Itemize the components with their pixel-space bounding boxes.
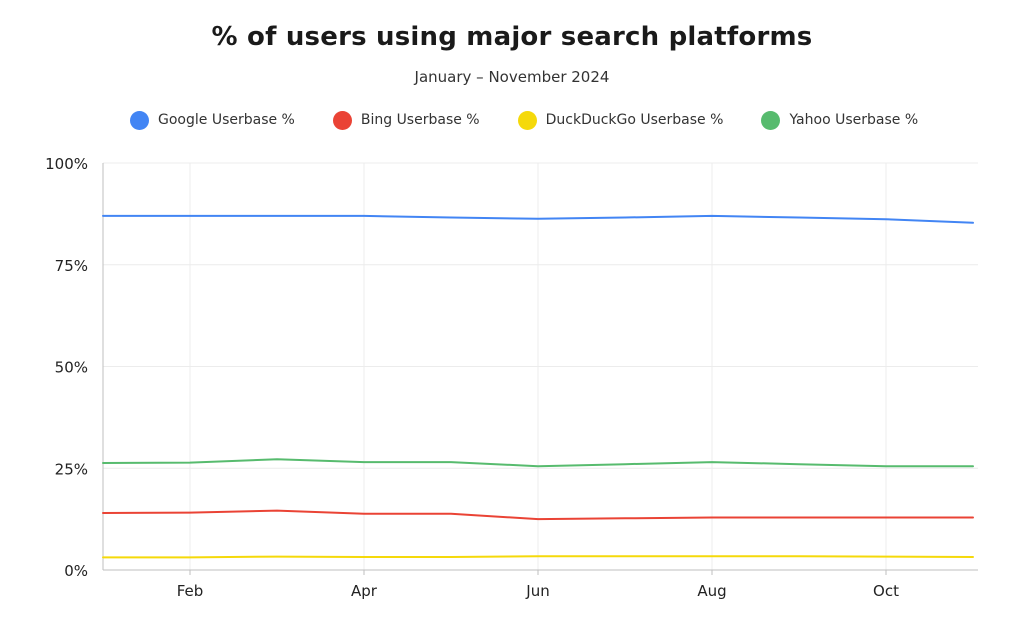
legend-dot-icon <box>517 110 537 130</box>
x-tick-label: Aug <box>697 582 726 600</box>
x-tick-label: Apr <box>351 582 378 600</box>
legend-label: DuckDuckGo Userbase % <box>545 112 724 128</box>
legend-item-google[interactable]: Google Userbase % <box>130 110 295 130</box>
legend-item-yahoo[interactable]: Yahoo Userbase % <box>761 110 919 130</box>
x-tick-label: Jun <box>525 582 549 600</box>
series-line-duckduckgo <box>102 555 974 559</box>
legend-label: Yahoo Userbase % <box>789 112 919 128</box>
y-tick-label: 50% <box>55 359 88 377</box>
series-line-google <box>102 214 974 224</box>
y-tick-label: 25% <box>55 460 88 478</box>
legend-item-duckduckgo[interactable]: DuckDuckGo Userbase % <box>517 110 724 130</box>
legend-dot-icon <box>130 110 149 130</box>
y-tick-label: 75% <box>55 257 88 275</box>
y-tick-label: 0% <box>64 562 88 580</box>
series-line-yahoo <box>102 458 974 468</box>
legend-item-bing[interactable]: Bing Userbase % <box>332 110 480 130</box>
y-tick-label: 100% <box>45 155 88 173</box>
legend: Google Userbase % Bing Userbase % DuckDu… <box>130 108 956 132</box>
x-tick-label: Feb <box>177 582 204 600</box>
x-tick-label: Oct <box>873 582 899 600</box>
series-line-bing <box>102 509 974 521</box>
chart-title: % of users using major search platforms <box>211 22 813 52</box>
legend-label: Google Userbase % <box>158 112 295 128</box>
legend-label: Bing Userbase % <box>360 112 480 128</box>
legend-dot-icon <box>761 110 781 130</box>
legend-dot-icon <box>332 110 352 130</box>
chart-subtitle: January – November 2024 <box>414 68 610 86</box>
